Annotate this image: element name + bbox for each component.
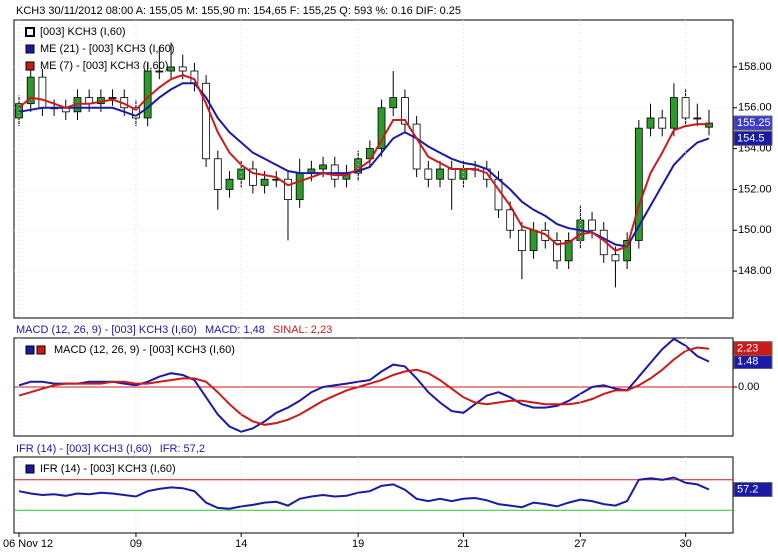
candle-body [588,219,596,231]
series-line [18,74,709,252]
header-value: SINAL: 2,23 [273,324,332,336]
candle-body [705,122,713,128]
legend-swatch [25,44,35,54]
series-line [18,337,710,433]
panel-header: KCH3 30/11/2012 08:00 A: 155,05 M: 155,9… [16,5,461,17]
candle-body [424,168,433,180]
legend-label: ME (7) - [003] KCH3 (I,60) [40,60,168,72]
header-text: KCH3 30/11/2012 08:00 A: 155,05 M: 155,9… [16,5,461,17]
candle-body [611,254,620,262]
legend-swatch [36,345,46,355]
series-line [18,346,710,426]
candle-body [237,168,246,180]
candle-body [529,229,538,252]
candle-body [377,107,386,149]
legend-swatch [25,61,35,71]
candle-body [681,97,690,119]
legend-label: ME (21) - [003] KCH3 (I,60) [40,43,175,55]
candle-body [517,229,526,252]
value-tag-label: 154.5 [737,132,765,144]
candle-body [248,168,257,186]
x-tick-label: 27 [574,538,586,550]
value-tag-label: 1.48 [737,355,758,367]
x-tick-label: 19 [352,538,364,550]
x-tick-label: 06 Nov 12 [3,538,53,550]
candle-body [202,82,211,160]
legend-swatch [25,345,35,355]
value-tag [733,130,773,146]
x-tick-label: 09 [130,538,142,550]
legend-swatch [25,27,35,37]
value-tag [733,341,773,357]
header-value: MACD: 1,48 [205,324,265,336]
x-tick-label: 30 [679,538,691,550]
candle-body [506,209,515,231]
candle-body [658,117,667,129]
candle-body [295,172,304,201]
y-tick-label: 150.00 [738,224,772,236]
candle-body [459,168,468,180]
x-tick-label: 14 [235,538,247,550]
y-tick-label: 156.00 [738,102,772,114]
x-tick-label: 21 [457,538,469,550]
candle-body [178,66,187,72]
candle-body [564,240,573,262]
y-tick-label: 158.00 [738,61,772,73]
candle-body [693,117,702,120]
value-tag-label: 155.25 [737,117,771,129]
value-tag [733,115,773,131]
candle-body [412,123,421,170]
candle-body [225,178,234,190]
legend-label: MACD (12, 26, 9) - [003] KCH3 (I,60) [54,344,235,356]
candle-body [284,178,292,201]
value-tag-label: 57.2 [737,483,758,495]
value-tag-label: 2.23 [737,343,758,355]
candle-body [553,240,561,262]
candle-body [108,97,117,99]
panel [13,19,734,319]
candle-body [389,97,398,109]
candle-body [330,164,339,180]
candle-body [436,168,444,180]
candle-body [319,164,327,170]
panel-header: IFR (14) - [003] KCH3 (I,60) IFR: 57,2 [16,443,205,455]
candle-body [623,240,632,262]
candle-body [167,66,175,72]
y-tick-label: 148.00 [738,265,772,277]
candle-body [670,97,678,129]
legend-label: IFR (14) - [003] KCH3 (I,60) [40,463,176,475]
legend-label: [003] KCH3 (I,60) [40,26,126,38]
candle-body [401,97,409,125]
candle-body [634,127,643,241]
candle-body [447,168,456,180]
candle-body [155,70,164,73]
candle-body [646,117,655,129]
panel-header: MACD (12, 26, 9) - [003] KCH3 (I,60) MACD… [16,324,332,336]
y-tick-label: 0.00 [738,381,759,393]
candle-body [38,76,47,109]
legend-swatch [25,464,35,474]
value-tag [733,482,773,498]
header-value: IFR: 57,2 [160,443,205,455]
candle-body [213,158,222,190]
header-text: IFR (14) - [003] KCH3 (I,60) [16,443,152,455]
candle-body [260,178,269,186]
candle-body [26,76,35,105]
y-tick-label: 152.00 [738,183,772,195]
series-line [18,476,710,510]
header-text: MACD (12, 26, 9) - [003] KCH3 (I,60) [16,324,197,336]
panel [13,456,734,534]
